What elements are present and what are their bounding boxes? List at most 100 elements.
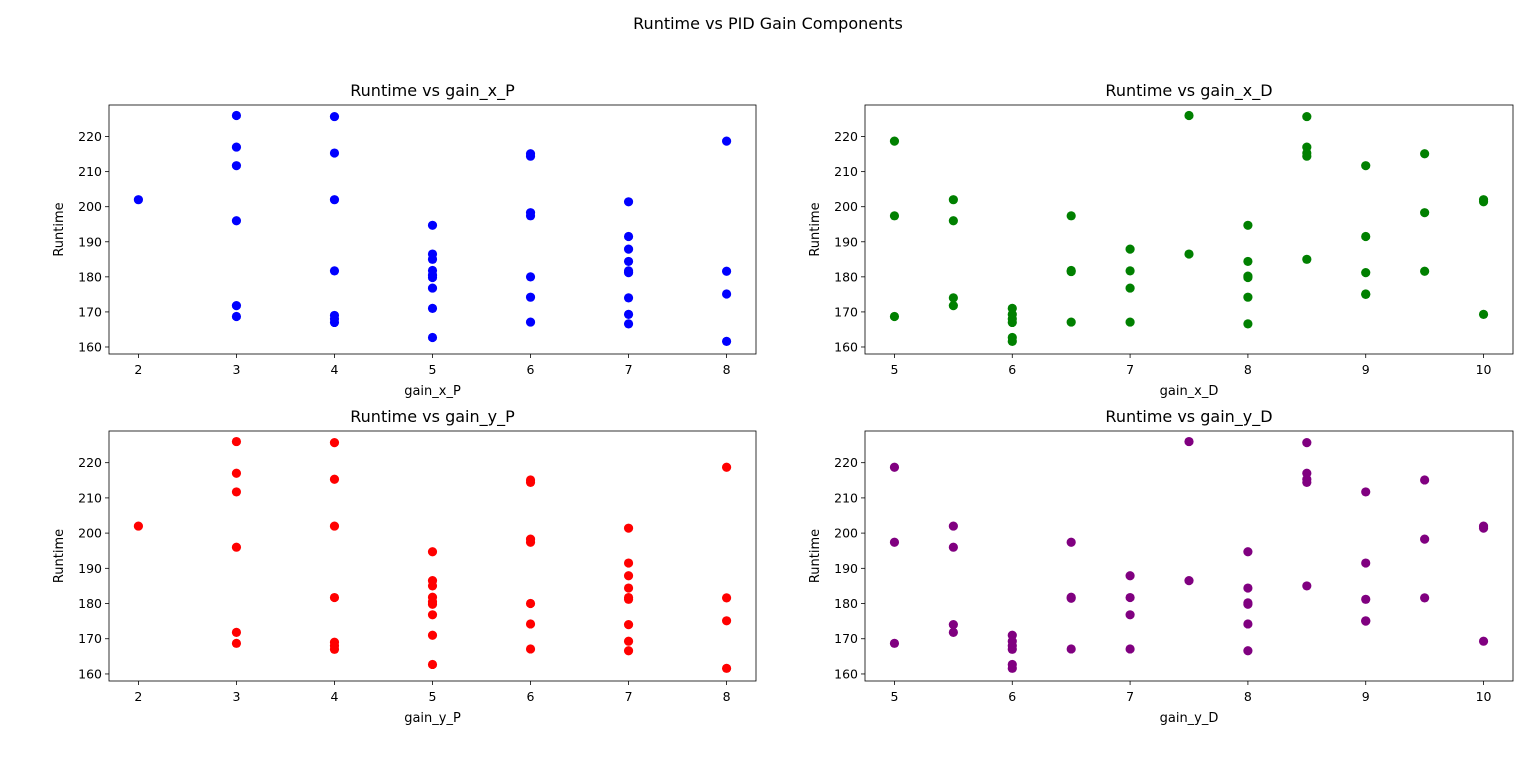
y-tick-label: 220 [834, 129, 858, 144]
data-point [1361, 161, 1371, 171]
x-tick-label: 6 [527, 689, 535, 704]
data-point [1361, 594, 1371, 604]
data-point [721, 289, 732, 299]
data-point [1243, 220, 1253, 230]
data-point [1243, 646, 1253, 656]
y-tick-label: 200 [834, 526, 858, 541]
data-point [427, 283, 438, 293]
x-axis-label: gain_y_D [1160, 711, 1219, 726]
x-tick-label: 8 [1244, 362, 1252, 377]
subplot-1: Runtime vs gain_x_P 2 3 4 5 6 7 8 160 170 180 190 20… [52, 81, 757, 399]
y-tick-label: 180 [834, 269, 858, 284]
data-point [1184, 249, 1194, 259]
data-point [1125, 283, 1135, 293]
data-point [525, 317, 536, 327]
data-point [1478, 523, 1489, 533]
data-point [1066, 644, 1076, 654]
data-point [231, 110, 242, 121]
scatter-points [889, 436, 1489, 673]
x-tick-label: 2 [134, 362, 142, 377]
data-point [231, 436, 242, 447]
y-axis-label: Runtime [52, 202, 67, 256]
data-point [329, 592, 340, 603]
data-point [721, 663, 732, 673]
scatter-points [133, 436, 732, 673]
x-tick-label: 7 [625, 689, 633, 704]
data-point [1125, 266, 1135, 276]
data-point [623, 583, 634, 593]
data-point [329, 474, 340, 484]
data-point [1243, 599, 1253, 609]
data-point [1420, 475, 1430, 485]
y-tick-label: 200 [834, 199, 858, 214]
data-point [329, 266, 340, 276]
x-tick-label: 10 [1476, 362, 1492, 377]
y-tick-label: 210 [834, 490, 858, 505]
x-tick-label: 2 [134, 689, 142, 704]
data-point [1243, 619, 1253, 629]
subplot-title: Runtime vs gain_y_P [350, 407, 515, 427]
data-point [329, 521, 340, 531]
data-point [1066, 211, 1076, 221]
data-point [948, 627, 958, 638]
data-point [721, 336, 732, 346]
y-tick-label: 180 [78, 269, 102, 284]
data-point [623, 558, 634, 568]
data-point [1302, 151, 1312, 161]
data-point [623, 197, 634, 207]
data-point [721, 136, 732, 146]
data-point [427, 220, 438, 230]
y-tick-label: 160 [78, 339, 102, 354]
data-point [721, 462, 732, 472]
data-point [1125, 571, 1135, 581]
data-point [623, 231, 634, 242]
data-point [427, 610, 438, 620]
data-point [1066, 317, 1076, 327]
data-point [721, 266, 732, 276]
data-point [1066, 593, 1076, 603]
data-point [623, 268, 634, 278]
data-point [1302, 111, 1312, 122]
data-point [1420, 266, 1430, 276]
y-tick-label: 200 [78, 199, 102, 214]
data-point [231, 468, 242, 478]
y-tick-label: 160 [78, 666, 102, 681]
data-point [1066, 537, 1076, 547]
y-tick-label: 200 [78, 526, 102, 541]
y-tick-label: 220 [78, 455, 102, 470]
data-point [948, 216, 958, 226]
data-point [948, 293, 958, 303]
y-tick-label: 160 [834, 666, 858, 681]
subplot-title: Runtime vs gain_x_P [350, 81, 515, 101]
data-point [1125, 317, 1135, 327]
axes-frame [864, 104, 1514, 355]
x-tick-label: 6 [1008, 362, 1016, 377]
x-tick-label: 5 [429, 362, 437, 377]
data-point [1184, 110, 1194, 121]
data-point [1007, 644, 1017, 654]
data-point [1125, 244, 1135, 254]
scatter-points [133, 110, 732, 346]
x-axis-label: gain_y_P [404, 711, 461, 726]
data-point [427, 659, 438, 670]
data-point [1302, 254, 1312, 264]
x-tick-label: 5 [890, 362, 898, 377]
subplot-4: Runtime vs gain_y_D 5 6 7 8 9 10 160 170 180 190 20… [808, 407, 1514, 726]
data-point [1420, 208, 1430, 218]
data-point [1420, 149, 1430, 159]
x-axis-label: gain_x_D [1160, 384, 1219, 399]
data-point [231, 638, 242, 648]
y-tick-label: 210 [78, 490, 102, 505]
data-point [1243, 583, 1253, 593]
x-tick-label: 3 [232, 362, 240, 377]
data-point [525, 644, 536, 654]
y-tick-label: 220 [78, 129, 102, 144]
x-tick-label: 7 [625, 362, 633, 377]
data-point [231, 161, 242, 171]
data-point [427, 272, 438, 283]
data-point [1302, 581, 1312, 591]
data-point [623, 571, 634, 581]
y-tick-label: 160 [834, 339, 858, 354]
data-point [1125, 592, 1135, 603]
data-point [1478, 309, 1489, 319]
